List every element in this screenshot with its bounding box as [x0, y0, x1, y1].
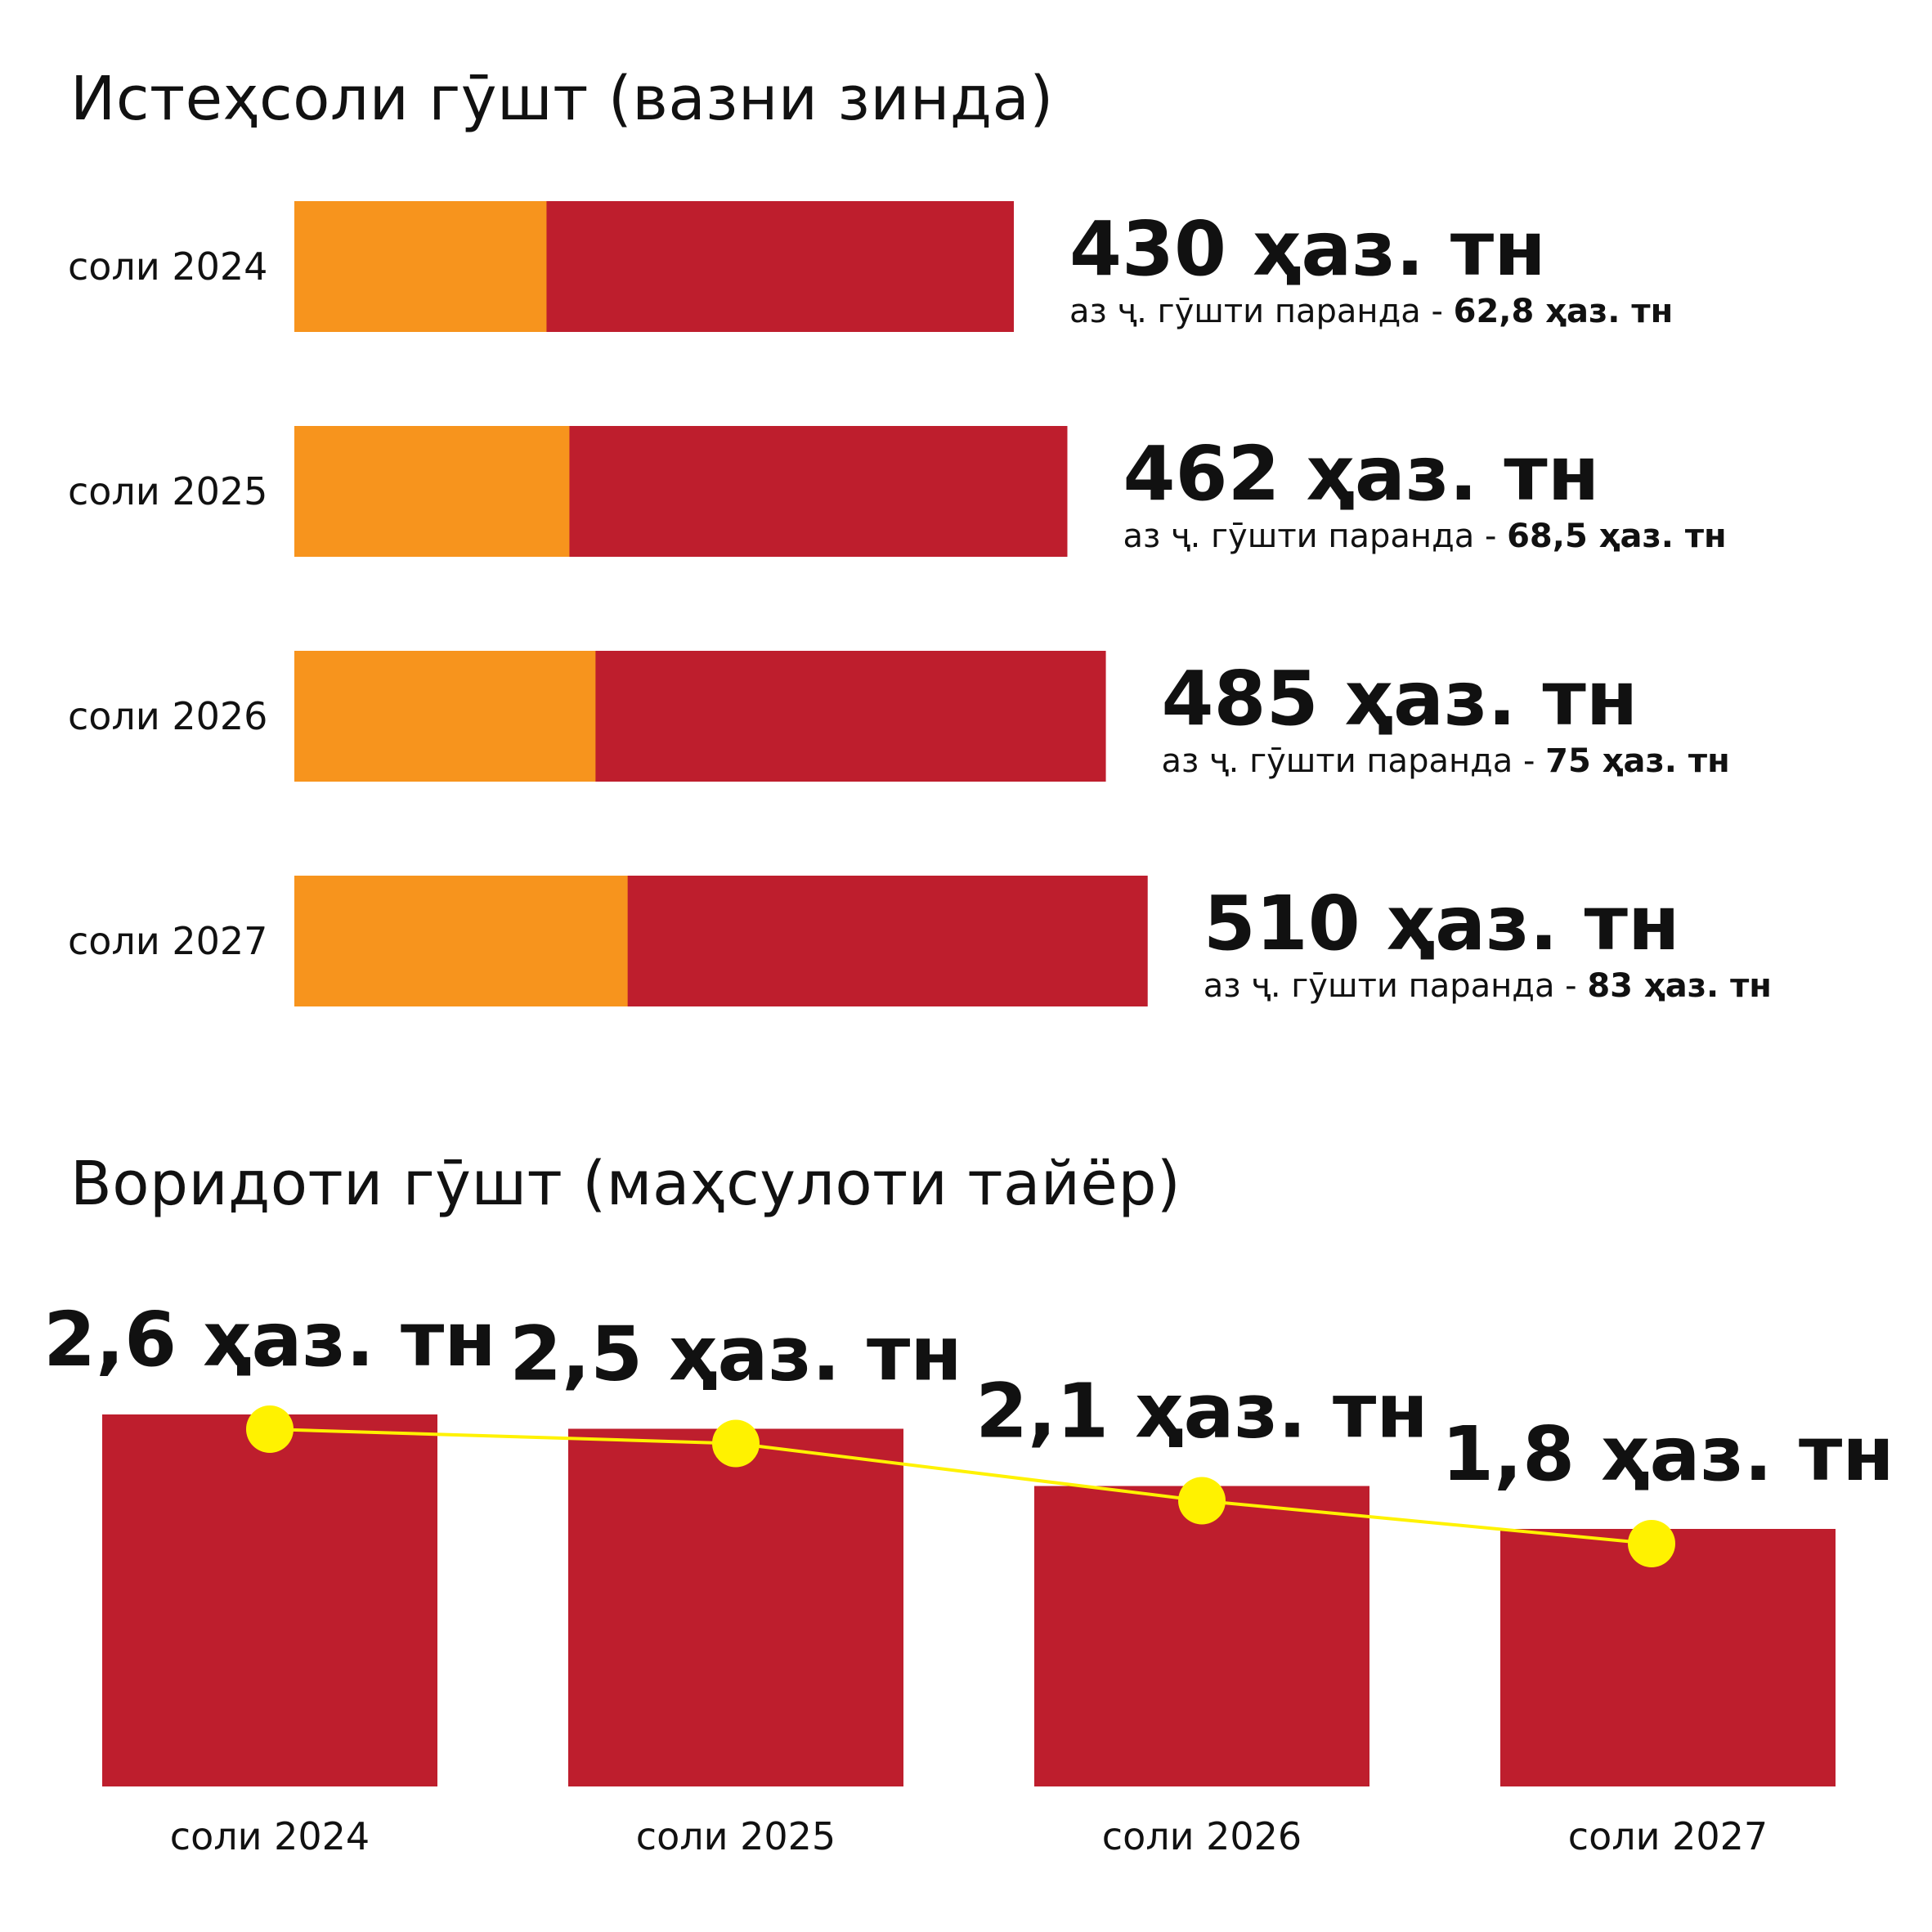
- h-category-label: соли 2026: [68, 694, 267, 738]
- v-trend-point: [246, 1405, 294, 1453]
- v-value-label: 2,1 ҳаз. тн: [975, 1368, 1428, 1455]
- h-bar-poultry: [294, 426, 570, 557]
- h-sub-label: аз ҷ. гӯшти паранда - 68,5 ҳаз. тн: [1123, 518, 1726, 555]
- h-bar-poultry: [294, 201, 547, 332]
- v-bar: [1034, 1486, 1369, 1786]
- h-category-label: соли 2025: [68, 469, 267, 513]
- v-trend-point: [1628, 1520, 1675, 1567]
- v-bar: [568, 1428, 903, 1786]
- chart-title-production: Истеҳсоли гӯшт (вазни зинда): [70, 64, 1054, 134]
- v-value-label: 2,6 ҳаз. тн: [43, 1296, 496, 1383]
- v-category-label: соли 2026: [1102, 1814, 1302, 1858]
- h-value-label: 430 ҳаз. тн: [1069, 205, 1546, 293]
- v-trend-line: [269, 1428, 1652, 1545]
- chart-title-imports: Воридоти гӯшт (маҳсулоти тайёр): [70, 1149, 1181, 1219]
- h-category-label: соли 2024: [68, 244, 267, 289]
- h-value-label: 462 ҳаз. тн: [1123, 430, 1599, 518]
- h-sub-label: аз ҷ. гӯшти паранда - 62,8 ҳаз. тн: [1069, 293, 1673, 330]
- h-sub-label: аз ҷ. гӯшти паранда - 75 ҳаз. тн: [1162, 742, 1730, 780]
- v-trend-point: [1178, 1477, 1226, 1525]
- h-value-label: 485 ҳаз. тн: [1162, 655, 1638, 742]
- h-bar-poultry: [294, 651, 596, 782]
- v-category-label: соли 2024: [170, 1814, 370, 1858]
- v-trend-point: [712, 1419, 760, 1468]
- v-category-label: соли 2027: [1568, 1814, 1768, 1858]
- v-value-label: 2,5 ҳаз. тн: [509, 1311, 962, 1398]
- v-bar: [102, 1414, 437, 1786]
- v-bar: [1500, 1529, 1836, 1786]
- v-category-label: соли 2025: [636, 1814, 836, 1858]
- h-sub-label: аз ҷ. гӯшти паранда - 83 ҳаз. тн: [1204, 967, 1772, 1005]
- h-category-label: соли 2027: [68, 919, 267, 963]
- h-value-label: 510 ҳаз. тн: [1204, 880, 1680, 967]
- h-bar-poultry: [294, 876, 628, 1006]
- v-value-label: 1,8 ҳаз. тн: [1441, 1410, 1894, 1498]
